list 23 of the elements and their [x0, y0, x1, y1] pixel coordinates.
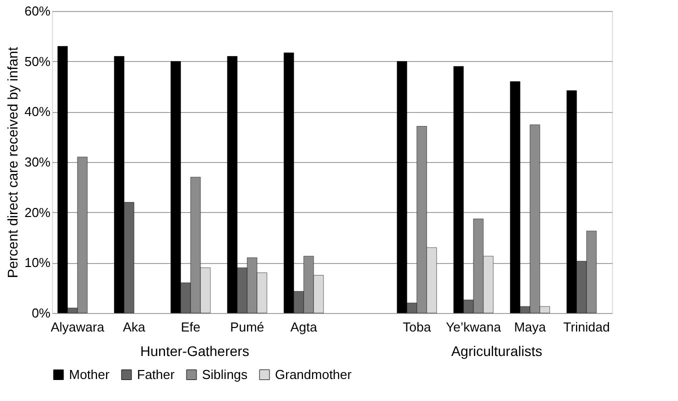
text: Agriculturalists: [451, 343, 542, 359]
x-tick-label: Maya: [514, 320, 547, 334]
y-tick-label: 30%: [24, 154, 51, 170]
y-tick-label: 40%: [24, 104, 51, 120]
x-tick-label: Efe: [180, 320, 200, 334]
y-tick-label: 60%: [24, 4, 51, 18]
x-tick-label: Trinidad: [563, 320, 610, 334]
x-tick-label: Pumé: [230, 320, 264, 334]
legend-label: Mother: [69, 366, 110, 382]
y-tick-label: 50%: [24, 54, 51, 69]
legend-label: Siblings: [202, 366, 248, 382]
x-tick-label: Toba: [402, 320, 432, 334]
y-tick-label: 0%: [32, 306, 51, 320]
y-tick-label: 20%: [24, 204, 51, 220]
x-tick-label: Ye’kwana: [446, 320, 502, 334]
x-tick-label: Agta: [290, 320, 318, 334]
legend-label: Father: [137, 366, 176, 382]
legend-label: Grandmother: [275, 366, 352, 382]
x-tick-label: Alyawara: [50, 320, 105, 334]
y-axis-title: Percent direct care received by infant: [4, 46, 20, 278]
text: Hunter-Gatherers: [140, 343, 250, 359]
x-tick-label: Aka: [122, 320, 146, 334]
y-tick-label: 10%: [24, 255, 51, 270]
